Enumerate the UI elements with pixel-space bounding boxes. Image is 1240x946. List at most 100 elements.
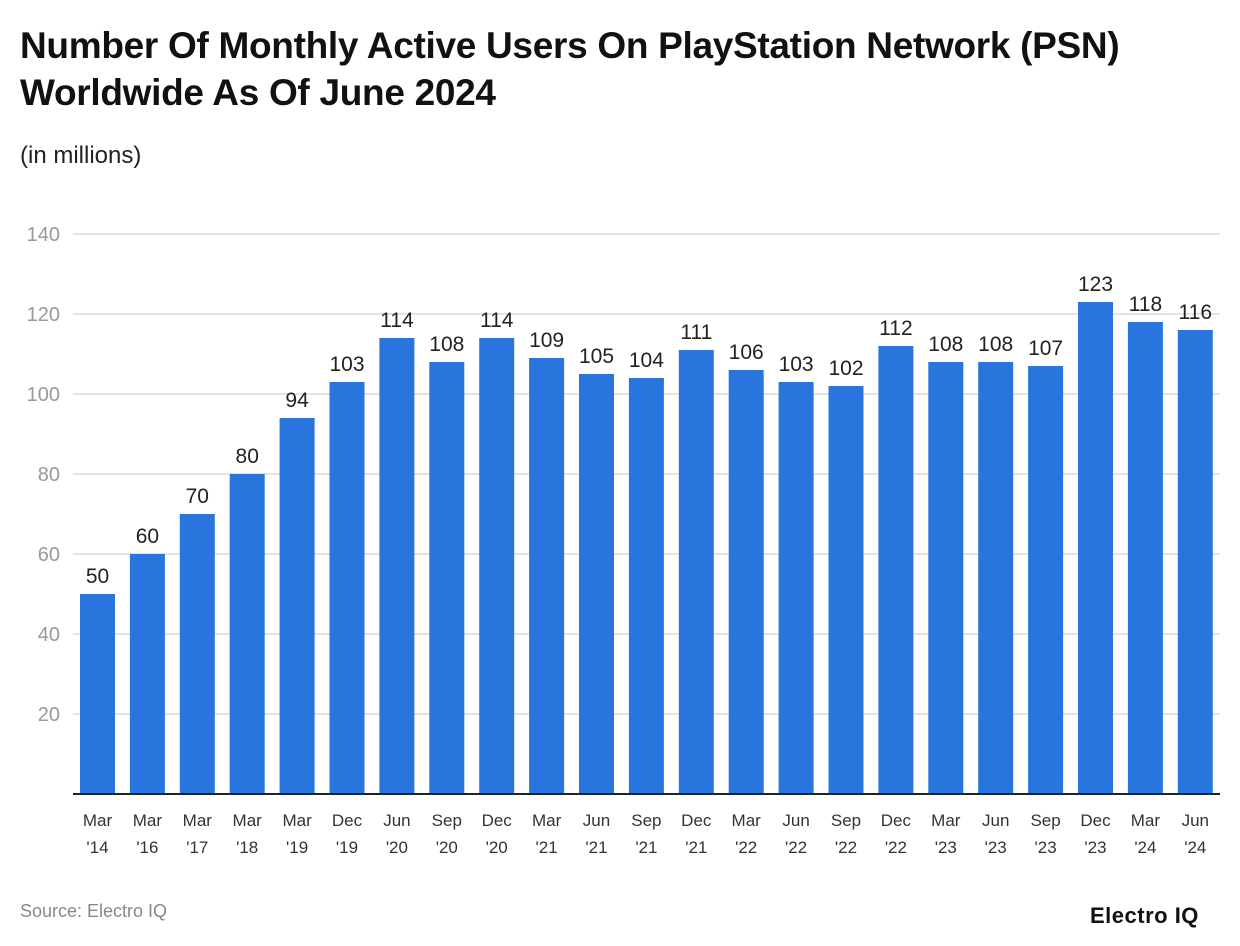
x-tick-label: Mar bbox=[183, 811, 213, 830]
data-label: 60 bbox=[136, 525, 159, 548]
y-tick-label: 120 bbox=[27, 304, 60, 326]
x-tick-label: '24 bbox=[1184, 838, 1206, 857]
bar bbox=[778, 382, 814, 794]
data-label: 94 bbox=[285, 389, 309, 412]
x-tick-label: '21 bbox=[685, 838, 707, 857]
bar bbox=[479, 338, 515, 794]
data-label: 116 bbox=[1179, 301, 1212, 324]
x-tick-label: Sep bbox=[432, 811, 462, 830]
x-tick-label: '14 bbox=[86, 838, 108, 857]
chart-subtitle: (in millions) bbox=[20, 142, 142, 169]
x-tick-label: Sep bbox=[1030, 811, 1060, 830]
x-tick-label: '22 bbox=[785, 838, 807, 857]
data-label: 103 bbox=[329, 353, 364, 376]
data-label: 50 bbox=[86, 565, 109, 588]
data-label: 103 bbox=[779, 353, 814, 376]
bar bbox=[978, 362, 1014, 794]
data-label: 70 bbox=[186, 485, 209, 508]
x-tick-label: Mar bbox=[931, 811, 961, 830]
data-label: 80 bbox=[236, 445, 259, 468]
bar bbox=[179, 514, 215, 794]
x-tick-label: Jun bbox=[383, 811, 410, 830]
x-tick-label: '22 bbox=[885, 838, 907, 857]
x-tick-label: '21 bbox=[585, 838, 607, 857]
bar bbox=[379, 338, 415, 794]
x-tick-label: Mar bbox=[83, 811, 113, 830]
source-note: Source: Electro IQ bbox=[20, 901, 168, 921]
x-tick-label: Jun bbox=[583, 811, 610, 830]
y-tick-label: 60 bbox=[38, 544, 60, 566]
bar bbox=[1028, 366, 1064, 794]
x-tick-label: Mar bbox=[532, 811, 562, 830]
x-tick-label: '18 bbox=[236, 838, 258, 857]
bar bbox=[429, 362, 465, 794]
data-label: 109 bbox=[529, 329, 564, 352]
x-tick-label: '23 bbox=[935, 838, 957, 857]
y-tick-label: 40 bbox=[38, 624, 60, 646]
data-label: 108 bbox=[429, 333, 464, 356]
x-tick-label: '24 bbox=[1134, 838, 1156, 857]
x-tick-label: Dec bbox=[332, 811, 363, 830]
x-tick-label: '17 bbox=[186, 838, 208, 857]
x-tick-label: Mar bbox=[133, 811, 163, 830]
x-tick-label: Jun bbox=[1182, 811, 1209, 830]
x-tick-label: '21 bbox=[635, 838, 657, 857]
bar bbox=[628, 378, 664, 794]
x-tick-label: '22 bbox=[835, 838, 857, 857]
bar bbox=[229, 474, 265, 794]
electro-iq-logo: Electro IQ bbox=[1090, 903, 1199, 928]
x-tick-label: Mar bbox=[732, 811, 762, 830]
data-label: 106 bbox=[729, 341, 764, 364]
y-tick-label: 140 bbox=[27, 224, 60, 246]
x-tick-label: Jun bbox=[782, 811, 809, 830]
bar bbox=[878, 346, 914, 794]
data-label: 104 bbox=[629, 349, 664, 372]
x-tick-label: Sep bbox=[631, 811, 661, 830]
data-label: 112 bbox=[879, 317, 912, 340]
x-tick-label: '16 bbox=[136, 838, 158, 857]
data-label: 102 bbox=[828, 357, 863, 380]
x-tick-label: Mar bbox=[282, 811, 312, 830]
x-tick-label: Dec bbox=[1080, 811, 1111, 830]
bar bbox=[80, 594, 115, 794]
x-tick-label: '19 bbox=[286, 838, 308, 857]
bar bbox=[329, 382, 365, 794]
x-tick-label: '21 bbox=[536, 838, 558, 857]
bar bbox=[1127, 322, 1163, 794]
data-label: 108 bbox=[978, 333, 1013, 356]
x-tick-label: Dec bbox=[482, 811, 513, 830]
data-label: 123 bbox=[1078, 273, 1113, 296]
x-tick-label: '20 bbox=[436, 838, 458, 857]
x-tick-label: '23 bbox=[1084, 838, 1106, 857]
x-tick-label: '23 bbox=[985, 838, 1007, 857]
chart-title: Number Of Monthly Active Users On PlaySt… bbox=[20, 25, 1120, 113]
data-label: 114 bbox=[380, 309, 414, 332]
bar bbox=[728, 370, 764, 794]
bar bbox=[928, 362, 964, 794]
bar bbox=[678, 350, 714, 794]
x-tick-label: '20 bbox=[486, 838, 508, 857]
y-tick-label: 80 bbox=[38, 464, 60, 486]
x-tick-label: Mar bbox=[1131, 811, 1161, 830]
bar bbox=[579, 374, 614, 794]
x-tick-label: '19 bbox=[336, 838, 358, 857]
x-tick-label: '23 bbox=[1035, 838, 1057, 857]
bar bbox=[1177, 330, 1213, 794]
y-tick-label: 100 bbox=[27, 384, 60, 406]
bar bbox=[1078, 302, 1113, 794]
data-label: 105 bbox=[579, 345, 614, 368]
x-tick-label: Dec bbox=[881, 811, 912, 830]
bar bbox=[828, 386, 864, 794]
data-label: 114 bbox=[480, 309, 514, 332]
data-label: 108 bbox=[928, 333, 963, 356]
data-label: 107 bbox=[1028, 337, 1063, 360]
bar bbox=[129, 554, 165, 794]
bar bbox=[529, 358, 565, 794]
x-tick-label: Jun bbox=[982, 811, 1009, 830]
data-label: 111 bbox=[680, 321, 712, 344]
x-tick-label: Mar bbox=[233, 811, 263, 830]
bar bbox=[279, 418, 315, 794]
x-tick-label: Dec bbox=[681, 811, 712, 830]
x-tick-label: '22 bbox=[735, 838, 757, 857]
